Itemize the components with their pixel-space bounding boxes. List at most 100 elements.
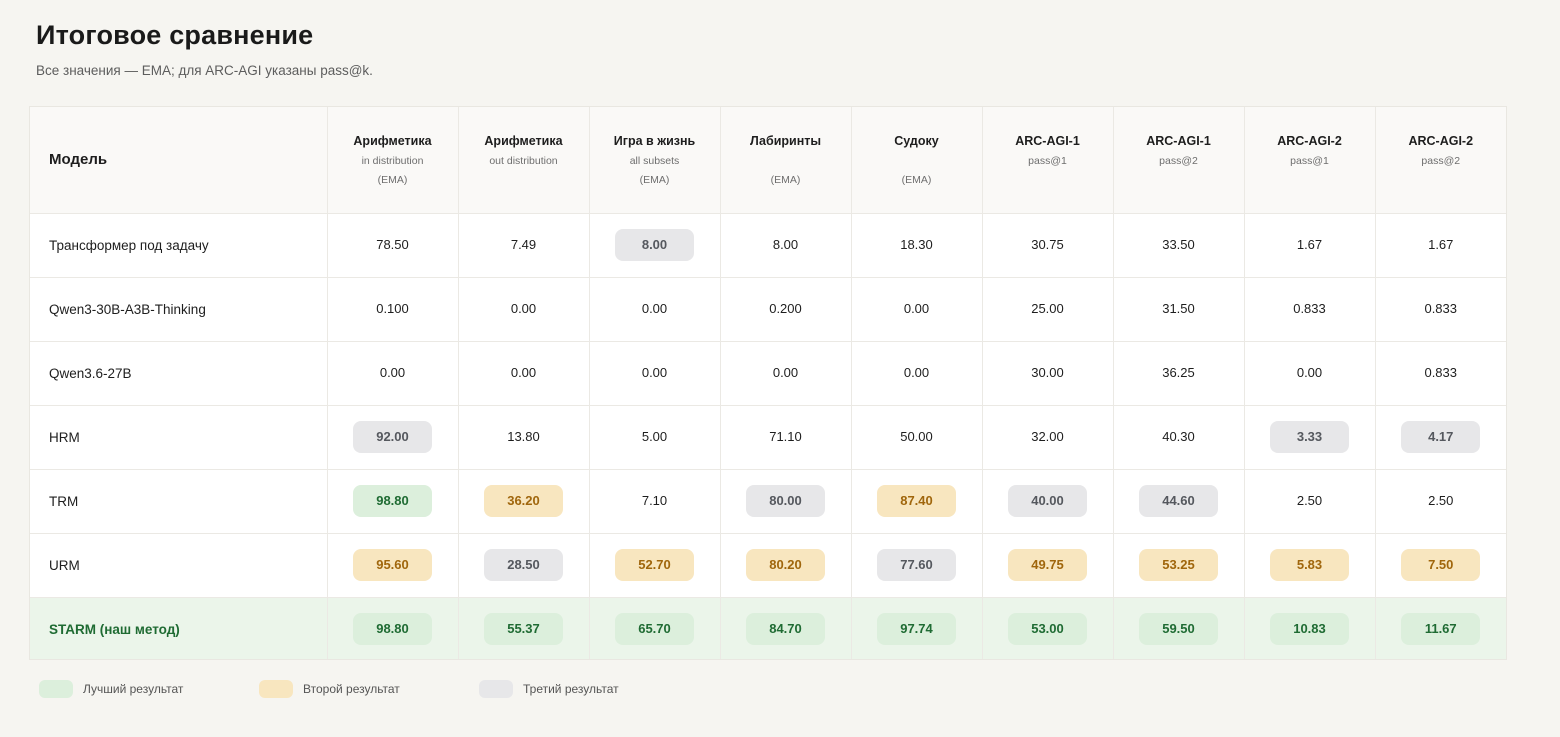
column-subtitle: pass@1: [1028, 155, 1067, 167]
value-badge-rank-2: 5.83: [1270, 549, 1349, 581]
column-subtitle-secondary: (EMA): [901, 174, 932, 186]
value-badge-rank-3: 28.50: [484, 549, 563, 581]
value-text: 5.00: [641, 429, 668, 444]
table-row: Qwen3.6-27B 0.00 0.00 0.00 0.00 0.00 30.00 36.2…: [30, 341, 1506, 406]
value-cell: 0.00: [327, 341, 459, 406]
legend: Лучший результат Второй результат Третий р…: [39, 680, 699, 698]
value-text: 30.75: [1031, 237, 1064, 252]
value-cell: 52.70: [589, 533, 721, 598]
results-table-card: Модель Арифметика in distribution (EMA) Ари…: [29, 106, 1507, 660]
value-cell: 32.00: [982, 405, 1114, 470]
column-title: ARC-AGI-2: [1408, 134, 1474, 148]
value-text: 0.00: [379, 365, 406, 380]
value-badge-rank-2: 36.20: [484, 485, 563, 517]
table-body: Трансформер под задачу 78.50 7.49 8.00 8.00 1…: [30, 213, 1506, 659]
column-title: ARC-AGI-2: [1277, 134, 1342, 148]
value-cell: 13.80: [458, 405, 590, 470]
column-subtitle-secondary: [983, 171, 1113, 190]
value-cell: 4.17: [1375, 405, 1506, 470]
value-badge-rank-2: 49.75: [1008, 549, 1087, 581]
column-title: ARC-AGI-1: [1015, 134, 1080, 148]
value-badge-rank-3: 4.17: [1401, 421, 1481, 453]
value-cell: 0.833: [1375, 277, 1506, 342]
value-badge-rank-1: 59.50: [1139, 613, 1218, 646]
table-header-row: Модель Арифметика in distribution (EMA) Ари…: [30, 107, 1507, 214]
value-text: 0.200: [769, 301, 802, 316]
value-badge-rank-1: 97.74: [877, 613, 956, 646]
value-cell: 0.00: [1244, 341, 1376, 406]
legend-swatch: [39, 680, 73, 698]
value-text: 13.80: [507, 429, 540, 444]
value-cell: 98.80: [327, 597, 459, 659]
value-cell: 84.70: [720, 597, 852, 659]
value-text: 2.50: [1296, 493, 1323, 508]
value-text: 0.00: [903, 365, 930, 380]
column-header: ARC-AGI-2 pass@2: [1375, 107, 1507, 214]
value-badge-rank-2: 52.70: [615, 549, 694, 581]
value-cell: 71.10: [720, 405, 852, 470]
value-badge-rank-3: 92.00: [353, 421, 432, 453]
value-text: 32.00: [1031, 429, 1064, 444]
value-cell: 30.75: [982, 213, 1114, 278]
value-text: 30.00: [1031, 365, 1064, 380]
value-text: 1.67: [1428, 237, 1454, 252]
value-text: 0.100: [376, 301, 409, 316]
value-cell: 59.50: [1113, 597, 1245, 659]
value-text: 7.49: [510, 237, 537, 252]
value-cell: 8.00: [589, 213, 721, 278]
value-cell: 18.30: [851, 213, 983, 278]
value-cell: 0.00: [589, 277, 721, 342]
column-subtitle-secondary: [1245, 171, 1375, 190]
model-name-cell: Qwen3-30B-A3B-Thinking: [30, 277, 328, 342]
value-text: 25.00: [1031, 301, 1064, 316]
value-cell: 95.60: [327, 533, 459, 598]
column-subtitle-secondary: (EMA): [770, 174, 801, 186]
value-text: 0.833: [1424, 301, 1458, 316]
value-text: 40.30: [1162, 429, 1195, 444]
column-subtitle: out distribution: [489, 155, 558, 167]
value-badge-rank-2: 7.50: [1401, 549, 1481, 581]
value-text: 8.00: [772, 237, 799, 252]
value-cell: 0.100: [327, 277, 459, 342]
value-text: 50.00: [900, 429, 933, 444]
value-cell: 36.20: [458, 469, 590, 534]
value-cell: 0.00: [851, 341, 983, 406]
column-subtitle: all subsets: [629, 155, 680, 167]
value-cell: 98.80: [327, 469, 459, 534]
value-cell: 7.49: [458, 213, 590, 278]
value-text: 0.00: [903, 301, 930, 316]
column-subtitle: in distribution: [361, 155, 424, 167]
value-cell: 0.00: [851, 277, 983, 342]
value-text: 0.00: [772, 365, 799, 380]
value-badge-rank-1: 11.67: [1401, 613, 1481, 646]
value-cell: 2.50: [1244, 469, 1376, 534]
column-header: Арифметика in distribution (EMA): [327, 107, 459, 214]
column-title: Судоку: [894, 134, 939, 148]
column-title: Арифметика: [484, 134, 563, 148]
table-row: HRM 92.00 13.80 5.00 71.10 50.00 32.00 40.30 3.3…: [30, 405, 1506, 470]
value-badge-rank-1: 84.70: [746, 613, 825, 646]
value-cell: 50.00: [851, 405, 983, 470]
legend-label: Второй результат: [303, 682, 400, 696]
column-subtitle: pass@2: [1421, 155, 1461, 167]
column-subtitle-secondary: (EMA): [377, 174, 408, 186]
column-header: Арифметика out distribution: [458, 107, 590, 214]
value-cell: 1.67: [1375, 213, 1506, 278]
value-cell: 0.00: [458, 341, 590, 406]
page-subtitle: Все значения — EMA; для ARC-AGI указаны …: [36, 63, 373, 78]
column-subtitle-secondary: [1376, 171, 1507, 190]
value-text: 0.00: [1296, 365, 1323, 380]
column-title: Игра в жизнь: [613, 134, 696, 148]
value-cell: 11.67: [1375, 597, 1506, 659]
value-cell: 0.00: [458, 277, 590, 342]
value-cell: 25.00: [982, 277, 1114, 342]
value-badge-rank-2: 53.25: [1139, 549, 1218, 581]
value-cell: 10.83: [1244, 597, 1376, 659]
value-cell: 7.10: [589, 469, 721, 534]
column-subtitle-secondary: [1114, 171, 1244, 190]
value-text: 0.833: [1424, 365, 1458, 380]
legend-swatch: [259, 680, 293, 698]
model-column-header: Модель: [30, 107, 328, 214]
value-cell: 0.200: [720, 277, 852, 342]
value-text: 78.50: [376, 237, 409, 252]
